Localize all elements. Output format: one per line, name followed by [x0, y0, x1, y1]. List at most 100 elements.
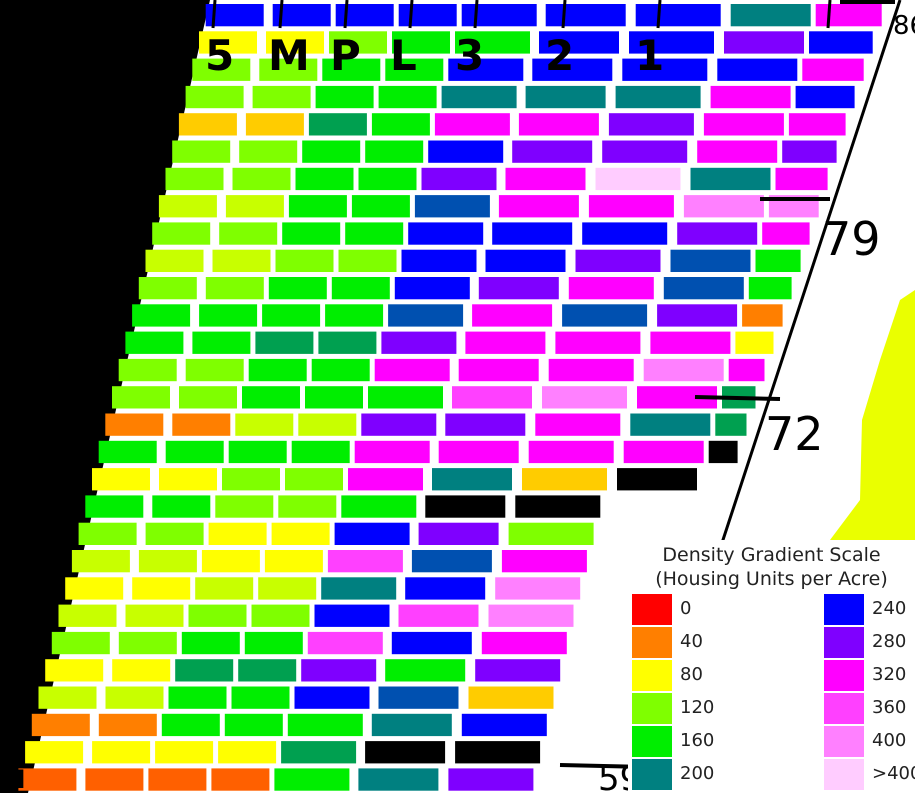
city-block: [258, 577, 317, 600]
legend-swatch: [632, 726, 672, 757]
city-block: [45, 659, 104, 682]
city-block: [371, 113, 430, 136]
city-block: [428, 140, 504, 163]
city-block: [152, 222, 211, 245]
city-block: [385, 659, 466, 682]
city-block: [455, 741, 541, 764]
street-label: 86: [893, 11, 915, 41]
city-block: [643, 358, 724, 382]
city-block: [371, 713, 452, 737]
city-block: [238, 659, 297, 682]
city-block: [85, 768, 144, 791]
city-block: [125, 604, 184, 627]
city-block: [302, 140, 361, 163]
city-block: [85, 495, 144, 518]
central-park: [0, 0, 210, 793]
city-block: [272, 4, 331, 27]
city-block: [172, 140, 231, 163]
city-block: [630, 413, 711, 436]
city-block: [178, 113, 237, 136]
city-block: [461, 713, 547, 737]
city-block: [351, 195, 410, 218]
city-block: [334, 522, 410, 545]
city-block: [192, 58, 251, 81]
city-block: [492, 222, 573, 245]
city-block: [244, 631, 303, 655]
avenue-label: P: [330, 31, 361, 80]
city-block: [179, 386, 237, 409]
city-block: [268, 277, 327, 300]
city-block: [708, 440, 738, 464]
city-block: [181, 631, 240, 655]
city-block: [298, 413, 357, 436]
city-block: [92, 468, 150, 491]
legend-swatch: [632, 660, 672, 691]
city-block: [288, 195, 347, 218]
avenue-tick: [408, 0, 414, 29]
city-block: [703, 113, 784, 136]
city-block: [51, 631, 110, 655]
city-block: [677, 222, 758, 245]
city-block: [515, 495, 601, 518]
city-block: [285, 468, 343, 491]
city-block: [542, 386, 627, 409]
city-block: [281, 741, 357, 764]
city-block: [231, 686, 290, 709]
legend-label: 80: [680, 664, 703, 685]
avenue-label: 2: [545, 31, 574, 80]
city-block: [730, 4, 811, 27]
legend-label: 240: [872, 598, 907, 619]
city-block: [562, 304, 648, 327]
legend-swatch: [632, 759, 672, 790]
city-block: [809, 31, 873, 54]
city-block: [742, 304, 783, 327]
city-block: [488, 604, 574, 627]
legend-subtitle: (Housing Units per Acre): [655, 568, 888, 590]
city-block: [228, 440, 287, 464]
city-block: [512, 140, 593, 163]
city-block: [602, 140, 688, 163]
city-block: [275, 249, 334, 272]
city-block: [802, 58, 864, 81]
city-block: [255, 331, 314, 354]
city-block: [501, 550, 587, 573]
city-block: [245, 113, 304, 136]
city-block: [539, 31, 619, 54]
city-block: [31, 713, 90, 737]
city-block: [657, 304, 738, 327]
city-block: [168, 686, 227, 709]
city-block: [294, 686, 370, 709]
legend-label: 160: [680, 730, 715, 751]
city-block: [795, 85, 855, 109]
avenue-tick: [278, 0, 284, 29]
city-block: [425, 495, 506, 518]
city-block: [222, 468, 280, 491]
city-block: [354, 440, 430, 464]
city-block: [305, 386, 363, 409]
city-block: [361, 413, 437, 436]
avenue-tick: [343, 0, 349, 29]
city-block: [468, 686, 554, 709]
city-block: [615, 85, 701, 109]
city-block: [225, 195, 284, 218]
city-block: [378, 686, 459, 709]
city-block: [321, 577, 397, 600]
city-block: [307, 631, 383, 655]
city-block: [205, 277, 264, 300]
city-block: [335, 4, 394, 27]
city-block: [331, 277, 390, 300]
city-block: [365, 741, 446, 764]
city-block: [374, 358, 450, 382]
city-block: [132, 304, 191, 327]
city-block: [724, 31, 804, 54]
avenue-tick: [473, 0, 479, 29]
city-block: [508, 522, 594, 545]
city-block: [555, 331, 641, 354]
city-block: [185, 358, 244, 382]
city-block: [438, 440, 519, 464]
city-block: [138, 277, 197, 300]
city-block: [398, 4, 457, 27]
city-block: [38, 686, 97, 709]
city-block: [495, 577, 581, 600]
legend-swatch: [824, 726, 864, 757]
